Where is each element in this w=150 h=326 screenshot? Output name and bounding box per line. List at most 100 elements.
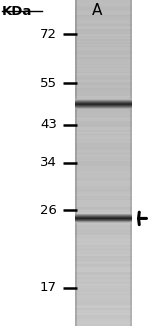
Bar [75, 17, 132, 20]
Bar [75, 107, 132, 109]
Bar [75, 216, 132, 218]
Bar [75, 153, 132, 155]
Bar [75, 263, 132, 266]
Bar [75, 138, 132, 140]
Bar [75, 185, 132, 187]
Bar [75, 286, 132, 289]
Bar [75, 125, 132, 127]
Bar [75, 219, 132, 222]
Bar [75, 322, 132, 324]
Bar [75, 169, 132, 171]
Text: 55: 55 [40, 77, 57, 90]
Bar [75, 283, 132, 285]
Bar [75, 192, 132, 194]
Bar [75, 19, 132, 21]
Bar [75, 12, 132, 15]
Bar [75, 270, 132, 272]
Bar [75, 107, 132, 108]
Bar [75, 24, 132, 26]
Bar [75, 298, 132, 300]
Bar [75, 128, 132, 130]
Bar [75, 265, 132, 267]
Bar [75, 218, 132, 219]
Bar [75, 94, 132, 96]
Bar [75, 43, 132, 46]
Bar [75, 179, 132, 181]
Bar [75, 229, 132, 231]
Bar [75, 42, 132, 44]
Bar [75, 68, 132, 70]
Bar [75, 162, 132, 165]
Bar [75, 245, 132, 248]
Bar [75, 276, 132, 279]
Text: 72: 72 [40, 28, 57, 41]
Bar [75, 250, 132, 253]
Bar [75, 210, 132, 212]
Bar [75, 47, 132, 49]
Bar [75, 154, 132, 156]
Bar [75, 140, 132, 142]
Bar [75, 303, 132, 305]
Bar [75, 193, 132, 196]
Bar [75, 146, 132, 148]
Bar [75, 174, 132, 176]
Bar [75, 234, 132, 236]
Bar [75, 324, 132, 326]
Bar [75, 278, 132, 280]
Bar [75, 223, 132, 225]
Bar [75, 316, 132, 318]
Bar [75, 219, 132, 220]
Bar [75, 100, 132, 101]
Bar [75, 281, 132, 284]
Bar [75, 40, 132, 42]
Bar [75, 99, 132, 100]
Bar [75, 3, 132, 5]
Bar [75, 280, 132, 282]
Bar [75, 314, 132, 316]
Bar [75, 48, 132, 51]
Bar [75, 106, 132, 107]
Bar [75, 221, 132, 223]
Bar [75, 200, 132, 202]
Bar [75, 216, 132, 217]
Bar [75, 319, 132, 321]
Bar [75, 35, 132, 37]
Bar [75, 45, 132, 47]
Bar [75, 141, 132, 143]
Bar [75, 6, 132, 8]
Bar [75, 221, 132, 222]
Bar [75, 288, 132, 290]
Bar [75, 32, 132, 34]
Bar [75, 4, 132, 7]
Bar [75, 104, 132, 105]
Bar [75, 291, 132, 293]
Bar [75, 231, 132, 233]
Bar [75, 112, 132, 114]
Bar [75, 21, 132, 23]
Bar [75, 100, 132, 103]
Bar [75, 103, 132, 104]
Bar [75, 220, 132, 221]
Bar [75, 241, 132, 243]
Bar [75, 216, 132, 217]
Bar [130, 0, 132, 326]
Bar [75, 130, 132, 132]
Bar [75, 105, 132, 106]
Bar [75, 30, 132, 33]
Bar [75, 242, 132, 244]
Bar [75, 221, 132, 222]
Bar [75, 123, 132, 126]
Bar [75, 228, 132, 230]
Bar [75, 226, 132, 228]
Bar [75, 205, 132, 207]
Bar [75, 182, 132, 184]
Bar [75, 296, 132, 298]
Bar [75, 187, 132, 189]
Bar [75, 198, 132, 200]
Bar [75, 203, 132, 205]
Bar [75, 84, 132, 86]
Bar [75, 110, 132, 112]
Bar [75, 304, 132, 306]
Bar [75, 96, 132, 98]
Bar [75, 273, 132, 275]
